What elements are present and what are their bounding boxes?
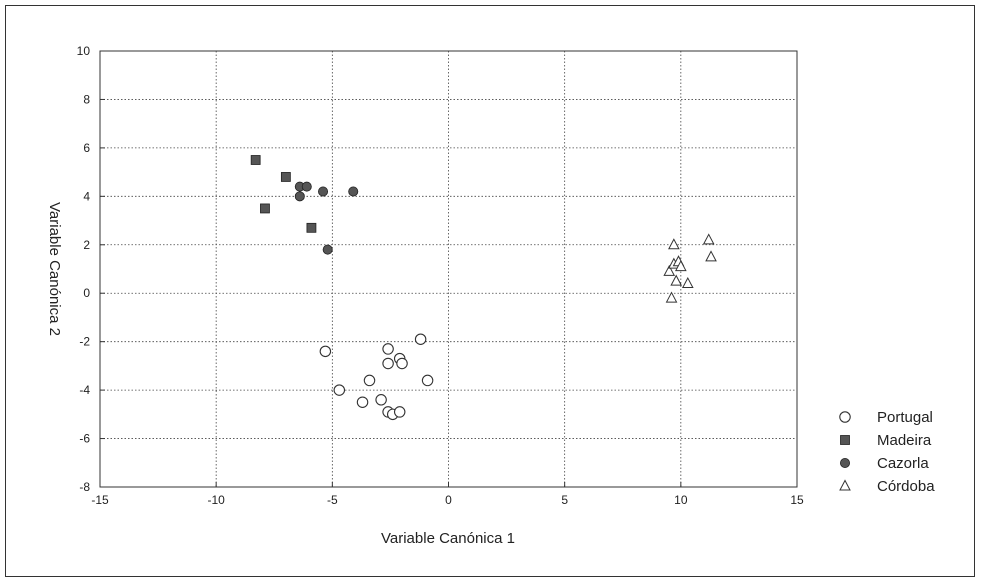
point-cazorla <box>294 191 305 202</box>
point-madeira <box>306 222 317 233</box>
legend-label-cazorla: Cazorla <box>877 455 929 472</box>
y-tick-label: -6 <box>79 432 90 446</box>
x-tick-label: 5 <box>561 493 568 507</box>
y-tick-label: -4 <box>79 383 90 397</box>
point-c-rdoba <box>681 276 694 289</box>
legend-marker-c-rdoba <box>839 479 851 491</box>
point-c-rdoba <box>670 274 683 286</box>
legend-marker-cazorla <box>840 457 851 468</box>
point-c-rdoba <box>675 260 687 272</box>
legend-marker-madeira <box>840 435 850 445</box>
y-tick-label: 8 <box>83 92 90 106</box>
grid-lines <box>100 51 797 487</box>
point-c-rdoba <box>705 250 717 262</box>
point-madeira <box>280 172 291 182</box>
y-tick-label: 4 <box>83 189 90 203</box>
point-portugal <box>363 374 376 387</box>
point-c-rdoba <box>668 238 680 250</box>
point-portugal <box>375 394 387 406</box>
point-madeira <box>250 155 261 165</box>
x-tick-label: -10 <box>207 493 225 507</box>
point-c-rdoba <box>663 264 676 276</box>
point-cazorla <box>318 186 329 197</box>
point-portugal <box>382 343 394 355</box>
legend-label-c-rdoba: Córdoba <box>877 478 935 495</box>
y-tick-label: 10 <box>77 44 91 58</box>
point-cazorla <box>301 181 312 192</box>
x-tick-label: -5 <box>327 493 338 507</box>
point-madeira <box>260 203 270 214</box>
x-tick-label: -15 <box>91 493 109 507</box>
x-tick-label: 10 <box>674 493 688 507</box>
x-axis-label: Variable Canónica 1 <box>381 530 515 547</box>
point-c-rdoba <box>702 233 715 245</box>
point-portugal <box>382 357 394 370</box>
legend-label-portugal: Portugal <box>877 409 933 426</box>
legend: Portugal Madeira Cazorla Córdoba <box>839 409 935 495</box>
point-portugal <box>333 384 346 396</box>
chart-frame: -15 -10 -5 0 5 10 15 -8 -6 -4 -2 0 2 4 6 8 10 Variable C… <box>5 5 975 577</box>
data-points <box>250 155 717 421</box>
x-tick-label: 0 <box>445 493 452 507</box>
point-cazorla <box>322 244 333 255</box>
axis-ticks: -15 -10 -5 0 5 10 15 -8 -6 -4 -2 0 2 4 6 8 10 <box>77 44 804 507</box>
legend-label-madeira: Madeira <box>877 432 932 449</box>
y-tick-label: -8 <box>79 480 90 494</box>
point-portugal <box>393 406 406 418</box>
scatter-chart: -15 -10 -5 0 5 10 15 -8 -6 -4 -2 0 2 4 6 8 10 Variable C… <box>46 44 935 547</box>
point-portugal <box>414 333 427 345</box>
y-tick-label: 0 <box>83 286 90 300</box>
y-axis-label: Variable Canónica 2 <box>46 202 63 336</box>
y-tick-label: 6 <box>83 141 90 155</box>
point-portugal <box>396 357 408 370</box>
point-portugal <box>356 396 369 408</box>
y-tick-label: -2 <box>79 335 90 349</box>
point-portugal <box>421 374 434 387</box>
y-tick-label: 2 <box>83 238 90 252</box>
legend-marker-portugal <box>839 411 851 423</box>
point-c-rdoba <box>665 291 678 303</box>
point-portugal <box>319 345 332 358</box>
x-tick-label: 15 <box>790 493 804 507</box>
point-cazorla <box>348 186 359 197</box>
